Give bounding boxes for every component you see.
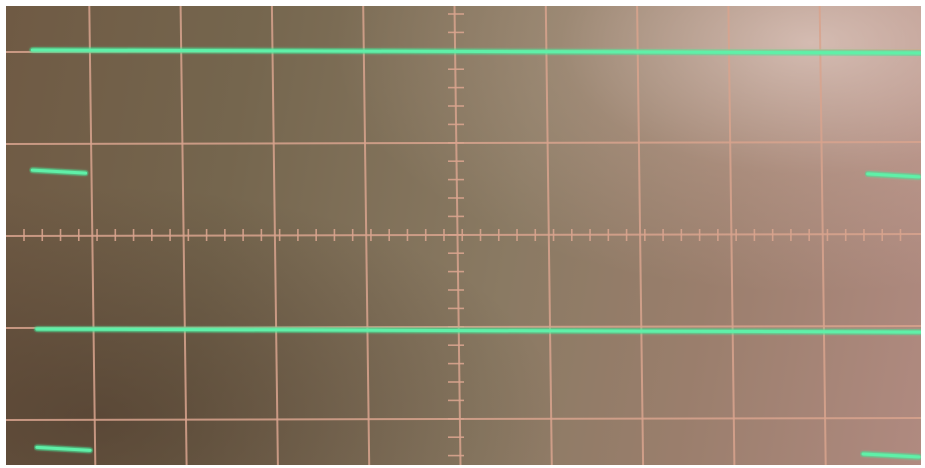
trace-3-high-level (35, 327, 921, 334)
signal-traces (29, 47, 921, 460)
trace-4-low-right-segment (861, 452, 921, 459)
graticule (6, 6, 921, 465)
oscilloscope-screen (6, 6, 921, 465)
trace-2-low-right-segment (866, 172, 921, 179)
graticule-vertical-line (818, 6, 827, 465)
trace-2-low-left-segment (30, 168, 88, 175)
trace-1-high-level (30, 48, 921, 55)
graticule-and-traces (6, 6, 921, 465)
trace-4-low-left-segment (35, 445, 92, 452)
graticule-vertical-line (727, 6, 736, 465)
